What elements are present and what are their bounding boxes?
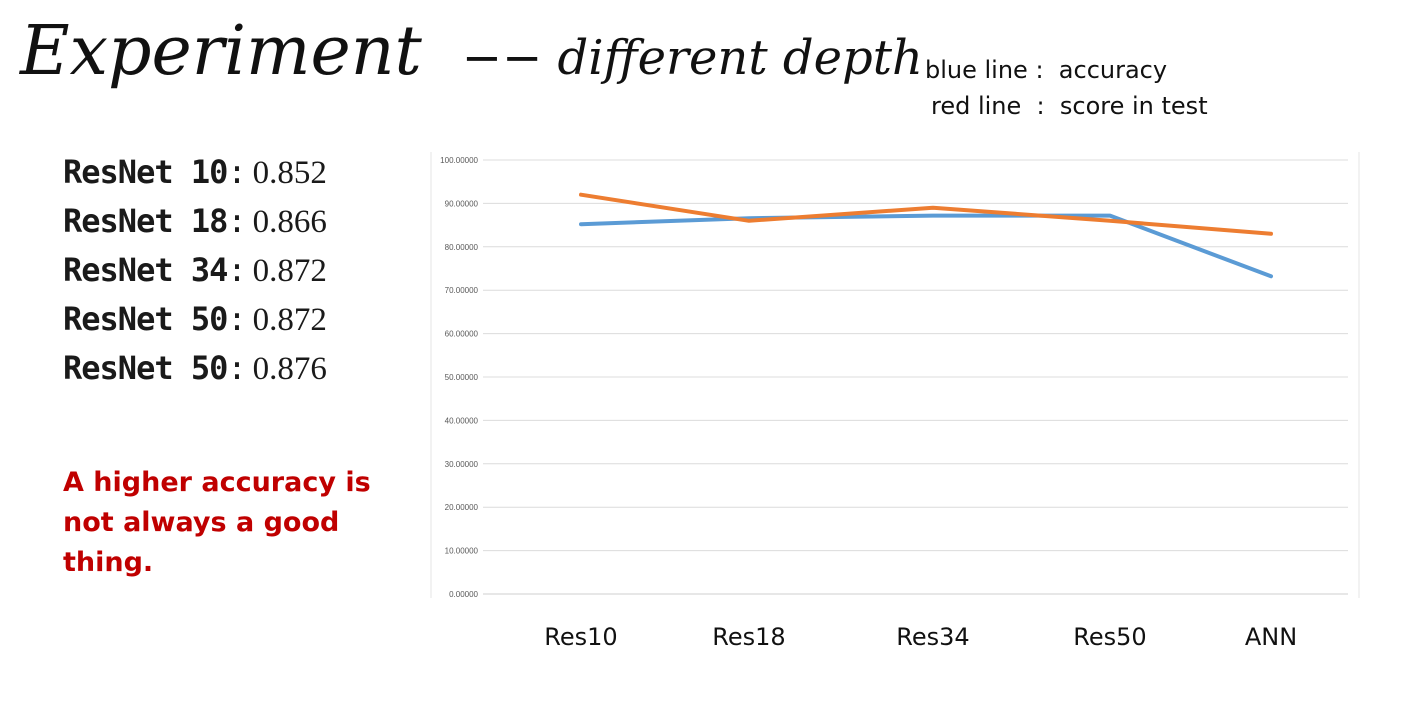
y-tick-label: 50.00000 <box>445 373 479 382</box>
y-tick-label: 10.00000 <box>445 547 479 556</box>
y-tick-label: 100.00000 <box>440 156 478 165</box>
series-layer <box>579 192 1273 279</box>
result-row: ResNet 50: 0.876 <box>63 344 327 393</box>
result-model: ResNet 50 <box>63 300 228 338</box>
result-separator: : <box>227 349 247 387</box>
y-tick-label: 20.00000 <box>445 503 479 512</box>
result-model: ResNet 50 <box>63 349 228 387</box>
slide-title: Experiment −− different depth <box>20 12 923 91</box>
y-tick-label: 70.00000 <box>445 286 479 295</box>
y-axis-ticks: 0.00000 10.00000 20.00000 30.00000 40.00000 5… <box>440 156 478 599</box>
result-score: 0.872 <box>252 302 327 338</box>
x-tick-label: Res18 <box>712 623 785 651</box>
result-row: ResNet 50: 0.872 <box>63 295 327 344</box>
x-tick-label: ANN <box>1245 623 1297 651</box>
y-tick-label: 40.00000 <box>445 416 479 425</box>
x-tick-label: Res34 <box>896 623 969 651</box>
x-tick-label: Res50 <box>1073 623 1146 651</box>
result-separator: : <box>227 153 247 191</box>
result-score: 0.852 <box>252 155 327 191</box>
legend-blue-text: blue line : accuracy <box>925 56 1168 84</box>
result-score: 0.876 <box>252 351 327 387</box>
grid-layer <box>483 159 1348 595</box>
result-row: ResNet 10: 0.852 <box>63 148 327 197</box>
results-list: ResNet 10: 0.852 ResNet 18: 0.866 ResNet 3… <box>63 148 327 393</box>
y-tick-label: 80.00000 <box>445 243 479 252</box>
conclusion-note: A higher accuracy is not always a good t… <box>63 467 371 578</box>
x-axis-ticks: Res10 Res18 Res34 Res50 ANN <box>544 623 1297 651</box>
y-tick-label: 0.00000 <box>449 590 478 599</box>
result-separator: : <box>227 300 247 338</box>
result-row: ResNet 18: 0.866 <box>63 197 327 246</box>
result-model: ResNet 10 <box>63 153 228 191</box>
result-score: 0.866 <box>252 204 327 240</box>
result-row: ResNet 34: 0.872 <box>63 246 327 295</box>
y-tick-label: 30.00000 <box>445 460 479 469</box>
result-separator: : <box>227 251 247 289</box>
title-main: Experiment <box>20 12 422 91</box>
result-model: ResNet 34 <box>63 251 228 289</box>
legend-note: blue line : accuracy red line : score in… <box>925 52 1208 124</box>
x-tick-label: Res10 <box>544 623 617 651</box>
legend-red-text: red line : score in test <box>931 92 1208 120</box>
result-model: ResNet 18 <box>63 202 228 240</box>
result-separator: : <box>227 202 247 240</box>
y-tick-label: 90.00000 <box>445 199 479 208</box>
y-tick-label: 60.00000 <box>445 330 479 339</box>
title-sub: −− different depth <box>461 30 923 86</box>
result-score: 0.872 <box>252 253 327 289</box>
